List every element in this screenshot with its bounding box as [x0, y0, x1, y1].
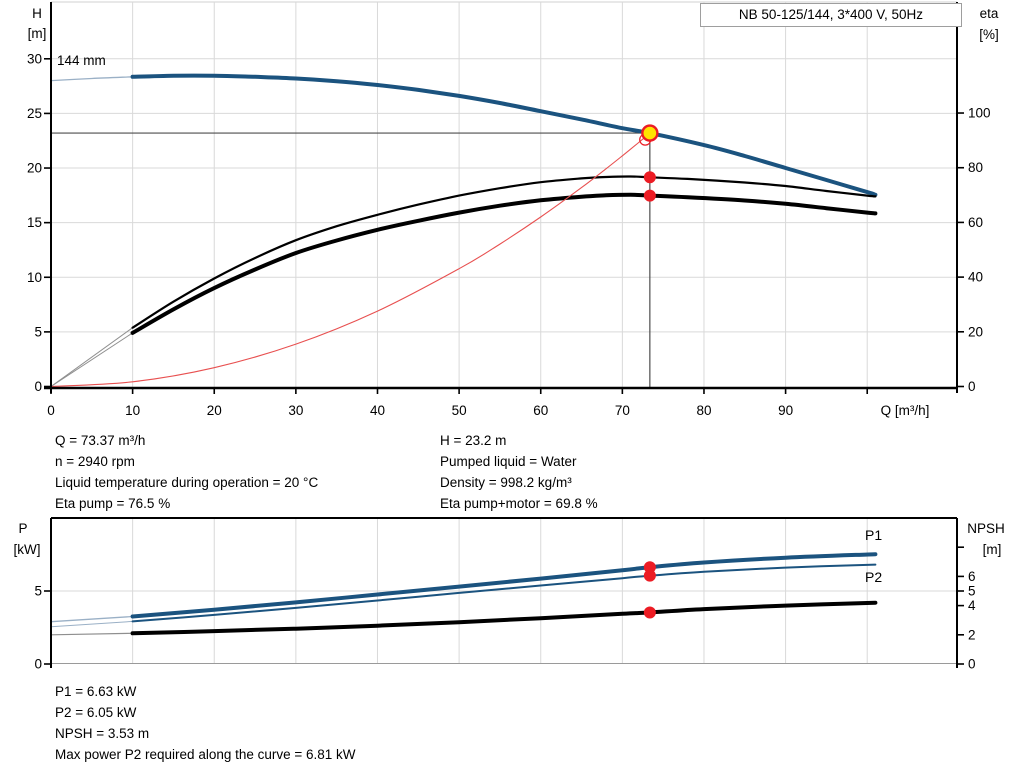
svg-text:[m]: [m] — [983, 542, 1002, 557]
result-line: NPSH = 3.53 m — [55, 726, 150, 741]
system-curve — [50, 132, 651, 388]
svg-text:0: 0 — [968, 379, 976, 394]
results-block: P1 = 6.63 kW P2 = 6.05 kW NPSH = 3.53 m Max… — [55, 681, 356, 765]
svg-text:40: 40 — [370, 403, 385, 418]
axes — [44, 2, 958, 393]
duty-info-line: Eta pump+motor = 69.8 % — [440, 496, 598, 511]
p1-curve — [130, 552, 878, 619]
duty-info-line: Density = 998.2 kg/m³ — [440, 475, 572, 490]
result-line: P1 = 6.63 kW — [55, 684, 137, 699]
p1-duty-point — [643, 561, 656, 574]
p1-curve-thin — [50, 615, 133, 623]
duty-details-left-column: Q = 73.37 m³/h n = 2940 rpm Liquid tempera… — [55, 430, 318, 511]
curves — [50, 73, 878, 388]
left-axis-title: P — [18, 521, 27, 536]
p1-curve-label: P1 — [865, 527, 882, 543]
eta-pump-curve-thin — [50, 327, 133, 387]
svg-text:2: 2 — [968, 627, 976, 642]
gridlines — [51, 518, 957, 664]
gridlines — [51, 1, 957, 388]
svg-text:60: 60 — [533, 403, 548, 418]
npsh-curve-thin — [50, 632, 133, 636]
svg-text:0: 0 — [47, 403, 55, 418]
left-axis-title: H — [32, 6, 42, 21]
impeller-size-label: 144 mm — [57, 53, 106, 68]
svg-text:70: 70 — [615, 403, 630, 418]
x-axis-title: Q [m³/h] — [881, 403, 930, 418]
svg-text:20: 20 — [968, 324, 983, 339]
npsh-curve — [130, 600, 878, 636]
duty-info-line: Pumped liquid = Water — [440, 454, 577, 469]
svg-text:[kW]: [kW] — [14, 542, 41, 557]
svg-text:30: 30 — [288, 403, 303, 418]
eta-pump-duty-point — [643, 171, 656, 184]
axis-titles: P [kW] NPSH [m] — [14, 521, 1005, 557]
svg-text:5: 5 — [34, 584, 42, 599]
duty-details-right-column: H = 23.2 m Pumped liquid = Water Density =… — [440, 430, 598, 511]
pump-model-label: NB 50-125/144, 3*400 V, 50Hz — [738, 7, 924, 22]
svg-text:0: 0 — [34, 657, 42, 672]
svg-text:0: 0 — [34, 379, 42, 394]
duty-point-marker — [641, 124, 659, 142]
duty-guide-lines — [51, 132, 651, 388]
eta-pump-motor-duty-point — [643, 189, 656, 202]
p2-curve-label: P2 — [865, 569, 882, 585]
result-line: Max power P2 required along the curve = … — [55, 747, 356, 762]
svg-text:10: 10 — [125, 403, 140, 418]
duty-info-line: Eta pump = 76.5 % — [55, 496, 171, 511]
duty-info-line: n = 2940 rpm — [55, 454, 135, 469]
duty-info-line: H = 23.2 m — [440, 433, 507, 448]
pump-model-box: NB 50-125/144, 3*400 V, 50Hz — [700, 3, 962, 27]
eta-pump-curve — [131, 175, 877, 329]
svg-text:5: 5 — [34, 324, 42, 339]
svg-text:5: 5 — [968, 584, 976, 599]
p2-curve — [131, 563, 877, 623]
svg-text:10: 10 — [27, 270, 42, 285]
result-line: P2 = 6.05 kW — [55, 705, 137, 720]
svg-text:0: 0 — [968, 657, 976, 672]
duty-markers — [639, 124, 659, 202]
svg-text:40: 40 — [968, 270, 983, 285]
svg-text:20: 20 — [27, 161, 42, 176]
duty-info-line: Q = 73.37 m³/h — [55, 433, 146, 448]
eta-pump-motor-curve-thin — [50, 332, 133, 387]
axes — [50, 517, 958, 668]
eta-pump-motor-curve — [130, 192, 878, 335]
right-axis-title: eta — [980, 6, 999, 21]
p2-curve-thin — [50, 620, 133, 628]
curves — [50, 552, 878, 636]
head-efficiency-chart: 0 5 10 15 20 25 30 0 20 40 60 80 100 0 10 20 30 40 50 60 70 8… — [27, 1, 999, 418]
svg-text:30: 30 — [27, 51, 42, 66]
svg-text:100: 100 — [968, 106, 991, 121]
svg-text:60: 60 — [968, 215, 983, 230]
head-curve-144mm-thin — [50, 76, 133, 82]
svg-text:15: 15 — [27, 215, 42, 230]
svg-text:4: 4 — [968, 598, 976, 613]
p2-duty-point — [643, 569, 656, 582]
svg-text:[%]: [%] — [979, 27, 999, 42]
right-axis-title: NPSH — [967, 521, 1005, 536]
svg-text:25: 25 — [27, 106, 42, 121]
svg-text:[m]: [m] — [28, 26, 47, 41]
tick-labels: 0 5 10 15 20 25 30 0 20 40 60 80 100 0 10 20 30 40 50 60 70 8… — [27, 51, 991, 418]
npsh-duty-point — [643, 606, 656, 619]
head-curve-144mm — [130, 73, 878, 197]
svg-text:90: 90 — [778, 403, 793, 418]
axis-titles: H [m] eta [%] — [28, 6, 999, 42]
svg-text:80: 80 — [968, 160, 983, 175]
svg-text:20: 20 — [207, 403, 222, 418]
duty-info-line: Liquid temperature during operation = 20… — [55, 475, 319, 490]
svg-text:6: 6 — [968, 569, 976, 584]
svg-text:80: 80 — [696, 403, 711, 418]
svg-text:50: 50 — [452, 403, 467, 418]
duty-markers — [643, 561, 656, 619]
